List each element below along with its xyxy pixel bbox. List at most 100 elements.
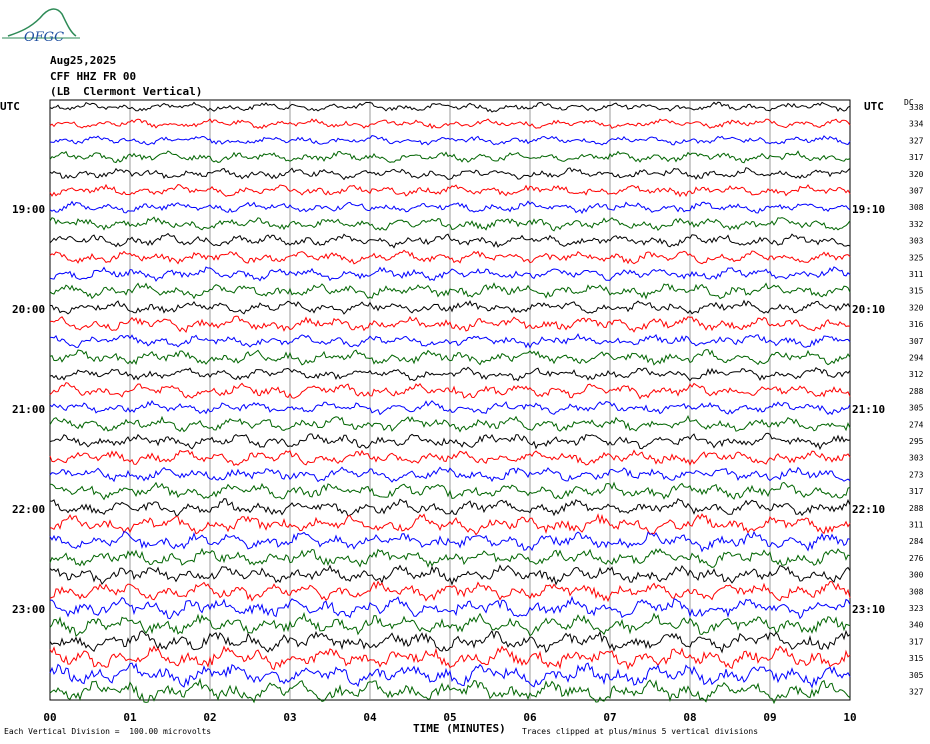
seismic-trace	[49, 118, 851, 130]
utc-label-right: UTC	[864, 100, 884, 113]
dc-value: 303	[909, 237, 924, 246]
plot-grid	[49, 99, 851, 701]
x-tick-label: 08	[683, 711, 696, 724]
seismic-trace	[49, 216, 851, 232]
dc-value-group: 338 334 327 317 320 307 308 332 303 325 311 315 320 3…	[909, 103, 924, 697]
dc-value: 317	[909, 637, 924, 646]
seismic-trace	[49, 595, 851, 620]
dc-value: 312	[909, 370, 924, 379]
seismic-trace	[49, 629, 851, 654]
seismic-trace	[49, 466, 851, 483]
x-tick-label: 04	[363, 711, 377, 724]
x-tick-label: 01	[123, 711, 137, 724]
dc-value: 288	[909, 504, 924, 513]
x-axis-title: TIME (MINUTES)	[413, 722, 506, 735]
seismic-trace	[49, 677, 851, 705]
seismic-trace	[49, 564, 851, 587]
seismic-trace	[49, 530, 851, 553]
seismic-trace	[49, 547, 851, 568]
seismic-trace	[49, 645, 851, 671]
dc-value: 295	[909, 437, 924, 446]
dc-value: 315	[909, 654, 924, 663]
seismic-trace	[49, 135, 851, 146]
left-time-label: 20:00	[12, 303, 46, 316]
dc-value: 334	[909, 120, 924, 129]
dc-value: 308	[909, 203, 924, 212]
dc-value: 332	[909, 220, 924, 229]
seismic-trace	[49, 266, 851, 282]
dc-value: 294	[909, 354, 924, 363]
dc-value: 305	[909, 671, 924, 680]
footer-scale-note: Each Vertical Division = 100.00 microvol…	[4, 727, 212, 736]
seismic-trace	[49, 382, 851, 400]
dc-value: 338	[909, 103, 924, 112]
seismic-trace	[49, 366, 851, 382]
dc-value: 340	[909, 621, 924, 630]
seismic-trace	[49, 481, 851, 501]
right-time-label: 22:10	[852, 503, 886, 516]
seismic-trace	[49, 150, 851, 164]
dc-value: 315	[909, 287, 924, 296]
seismic-trace	[49, 183, 851, 198]
dc-value: 325	[909, 253, 924, 262]
dc-value: 320	[909, 303, 924, 312]
dc-value: 307	[909, 187, 924, 196]
dc-label: DC	[904, 98, 914, 107]
left-time-label: 23:00	[12, 603, 46, 616]
seismic-trace	[49, 200, 851, 215]
x-tick-label: 03	[283, 711, 296, 724]
dc-value: 316	[909, 320, 924, 329]
x-tick-label: 09	[763, 711, 776, 724]
x-tick-label: 06	[523, 711, 537, 724]
x-tick-label: 07	[603, 711, 616, 724]
seismic-trace	[50, 333, 851, 349]
seismic-trace	[49, 497, 851, 517]
left-time-label: 19:00	[12, 203, 46, 216]
seismic-trace	[49, 414, 851, 433]
dc-value: 327	[909, 136, 924, 145]
dc-value: 303	[909, 454, 924, 463]
seismic-trace	[49, 167, 851, 181]
x-tick-group: 00 01 02 03 04 05 06 07 08 09 10	[43, 711, 856, 724]
left-time-label: 21:00	[12, 403, 46, 416]
dc-value: 327	[909, 688, 924, 697]
right-time-label: 20:10	[852, 303, 886, 316]
x-tick-label: 02	[203, 711, 216, 724]
trace-group	[49, 101, 851, 705]
dc-value: 300	[909, 571, 924, 580]
dc-value: 288	[909, 387, 924, 396]
dc-value: 311	[909, 521, 924, 530]
x-tick-label: 00	[43, 711, 56, 724]
seismic-trace	[49, 580, 851, 603]
seismic-trace	[49, 249, 851, 265]
seismic-trace	[49, 349, 851, 366]
seismic-trace	[49, 299, 851, 315]
record-date: Aug25,2025	[50, 54, 117, 67]
dc-value: 276	[909, 554, 924, 563]
station-code: CFF HHZ FR 00	[50, 70, 137, 83]
utc-label-left: UTC	[0, 100, 20, 113]
dc-value: 274	[909, 420, 924, 429]
x-tick-label: 10	[843, 711, 856, 724]
seismic-trace	[49, 232, 851, 249]
dc-value: 308	[909, 587, 924, 596]
dc-value: 317	[909, 153, 924, 162]
dc-value: 305	[909, 404, 924, 413]
dc-value: 273	[909, 470, 924, 479]
x-tick-label: 05	[443, 711, 456, 724]
seismic-trace	[49, 315, 851, 334]
seismic-trace	[49, 449, 851, 467]
seismic-trace	[49, 282, 851, 300]
left-time-label: 22:00	[12, 503, 46, 516]
seismic-trace	[49, 432, 851, 451]
dc-value: 307	[909, 337, 924, 346]
seismic-trace	[49, 399, 851, 416]
dc-value: 323	[909, 604, 924, 613]
seismic-trace	[49, 611, 851, 637]
seismic-trace	[49, 513, 851, 536]
ofgc-logo: OFGC	[2, 8, 80, 45]
footer-clip-note: Traces clipped at plus/minus 5 vertical …	[522, 727, 759, 736]
dc-value: 320	[909, 170, 924, 179]
seismic-trace	[49, 101, 851, 113]
seismic-trace	[49, 662, 851, 689]
